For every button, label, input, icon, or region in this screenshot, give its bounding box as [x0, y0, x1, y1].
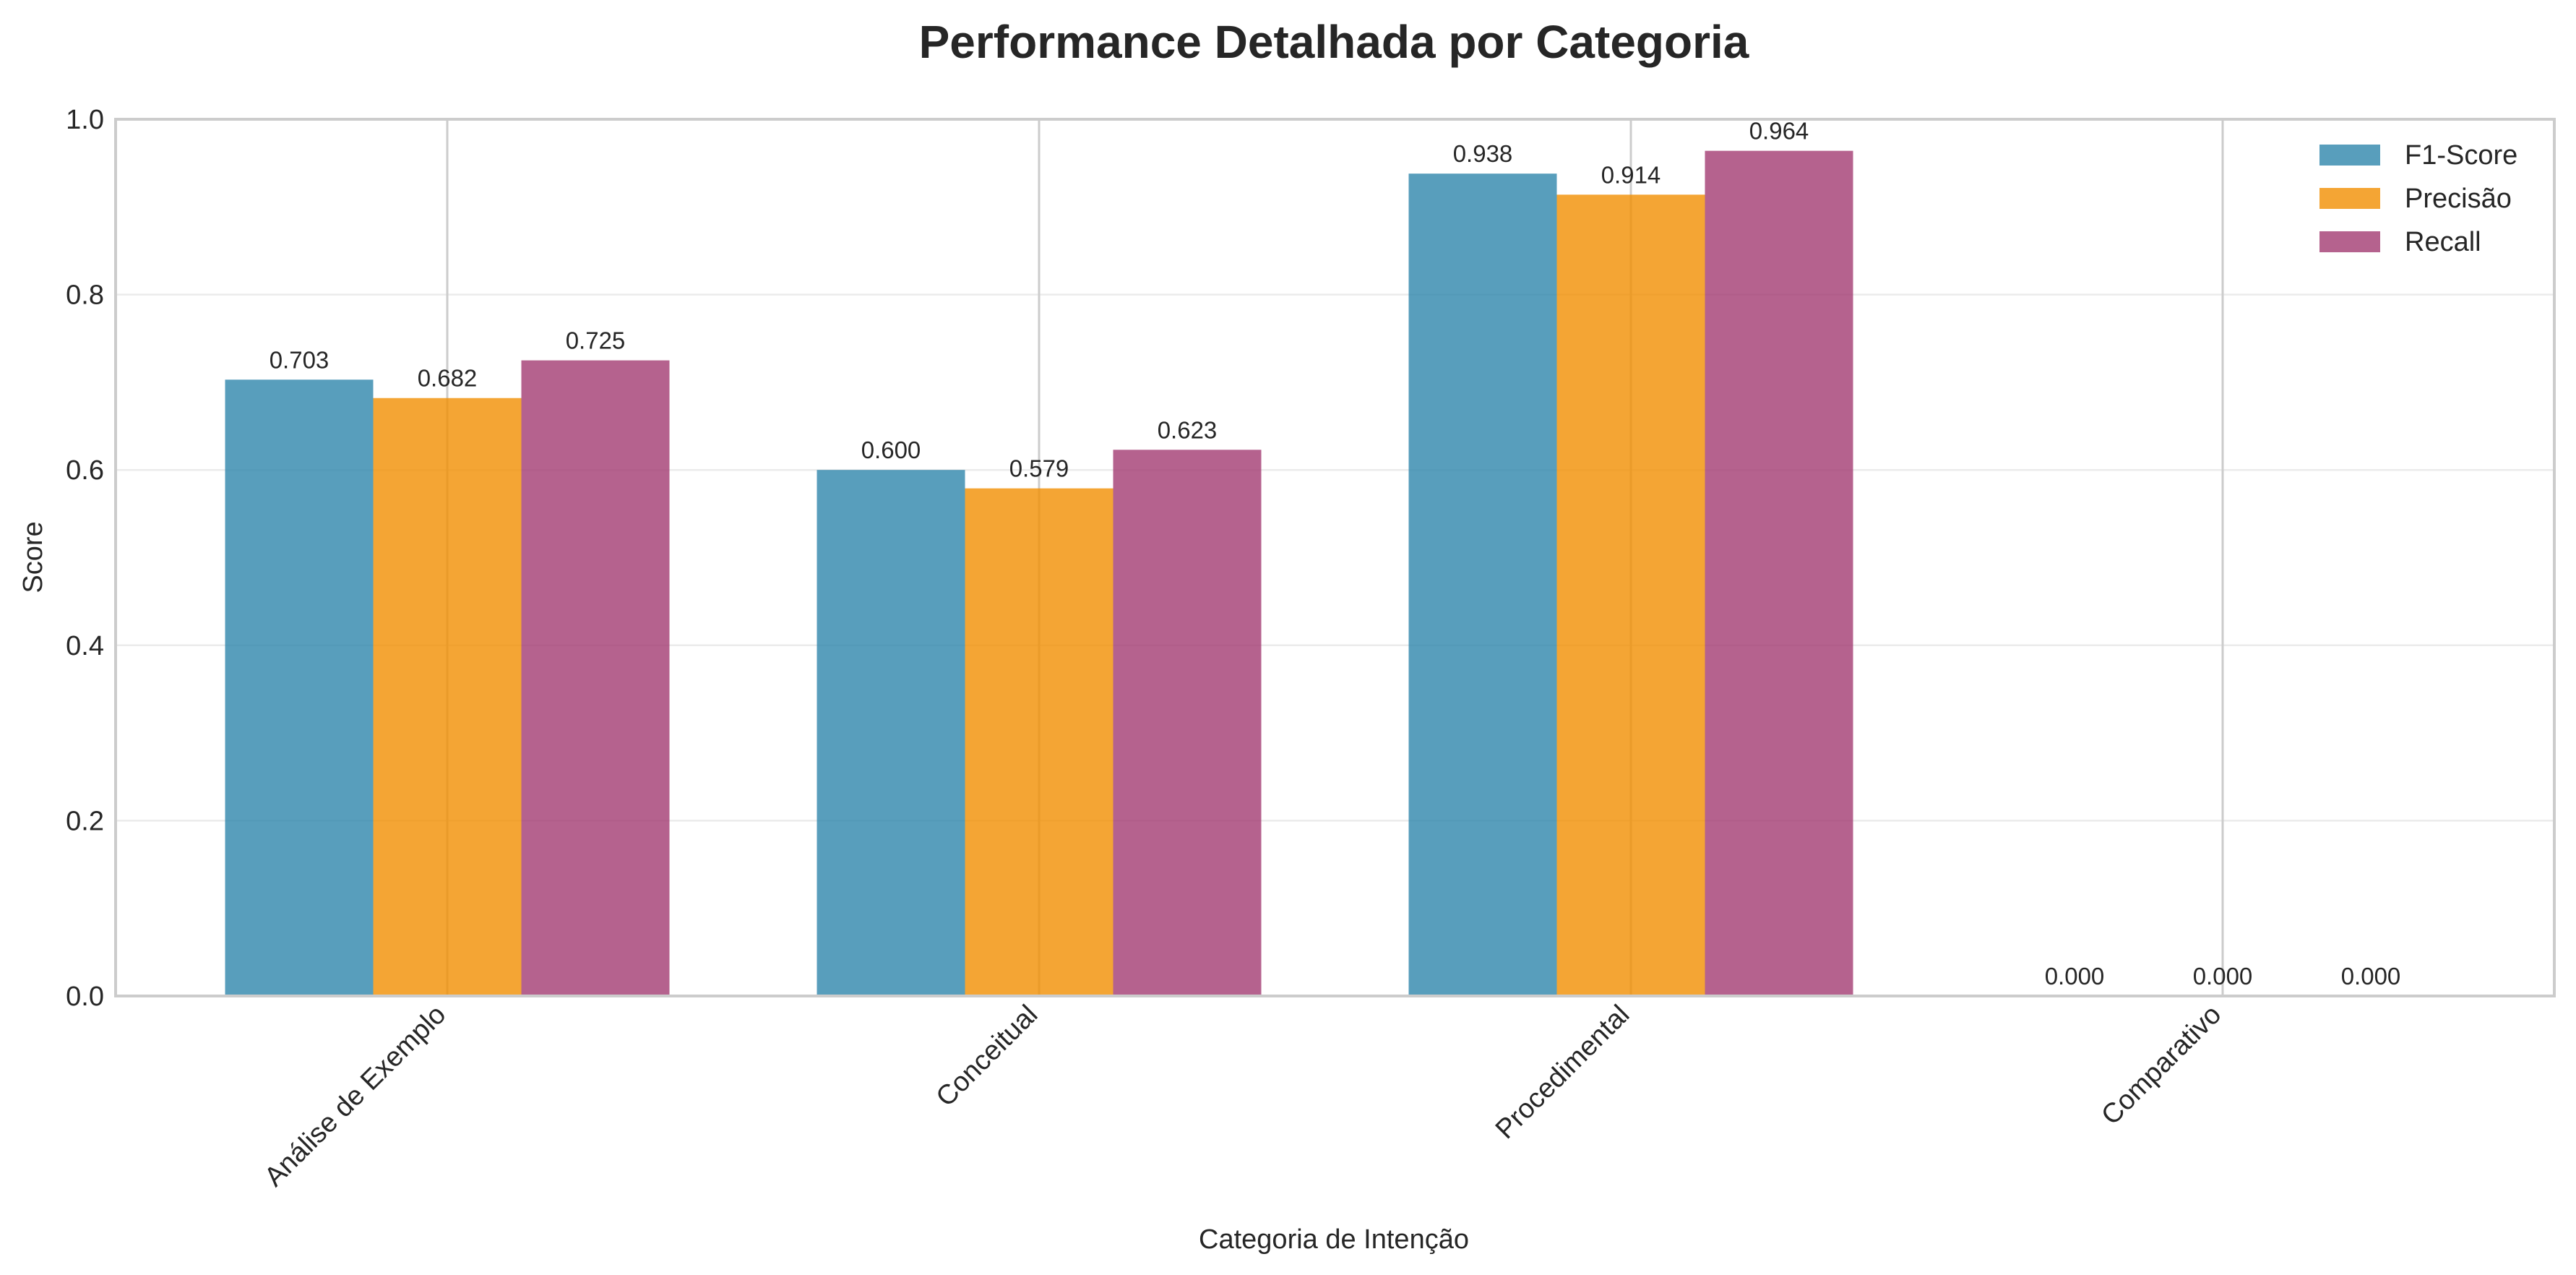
- legend-swatch: [2319, 231, 2380, 252]
- bars-layer: [225, 150, 1853, 997]
- legend-label: Precisão: [2405, 184, 2512, 214]
- x-tick-label: Conceitual: [931, 1000, 1044, 1113]
- data-label: 0.682: [418, 365, 478, 392]
- data-label: 0.000: [2045, 963, 2105, 989]
- bar: [1556, 194, 1705, 996]
- bar: [817, 470, 965, 996]
- y-tick-label: 1.0: [66, 105, 104, 135]
- data-label: 0.964: [1749, 118, 1809, 145]
- data-label: 0.725: [566, 327, 626, 354]
- y-axis-label: Score: [18, 521, 48, 593]
- data-label: 0.938: [1453, 140, 1513, 167]
- legend: F1-Score Precisão Recall: [2319, 140, 2517, 257]
- x-tick-label: Procedimental: [1490, 1000, 1635, 1145]
- bar: [225, 379, 374, 996]
- x-axis-ticks: Análise de Exemplo Conceitual Procedimenta…: [259, 1000, 2227, 1193]
- data-label: 0.703: [270, 346, 329, 373]
- bar: [373, 398, 522, 996]
- data-label: 0.000: [2193, 963, 2253, 989]
- x-axis-label: Categoria de Intenção: [1199, 1224, 1469, 1255]
- data-labels-layer: 0.703 0.600 0.938 0.000 0.682 0.579 0.914 0.000…: [270, 118, 2401, 989]
- legend-swatch: [2319, 145, 2380, 166]
- bar: [521, 360, 670, 996]
- y-tick-label: 0.2: [66, 806, 104, 836]
- legend-label: Recall: [2405, 227, 2481, 257]
- data-label: 0.579: [1009, 455, 1069, 482]
- bar: [1113, 450, 1262, 996]
- y-tick-label: 0.6: [66, 455, 104, 486]
- plot-frame: [114, 118, 2556, 997]
- bar: [1705, 150, 1853, 997]
- y-tick-label: 0.4: [66, 631, 104, 661]
- bar: [1408, 173, 1557, 996]
- data-label: 0.600: [861, 437, 921, 463]
- data-label: 0.000: [2341, 963, 2401, 989]
- legend-swatch: [2319, 188, 2380, 209]
- bar: [965, 488, 1113, 996]
- y-axis-ticks: 0.0 0.2 0.4 0.6 0.8 1.0: [66, 105, 104, 1012]
- y-tick-label: 0.0: [66, 982, 104, 1012]
- x-tick-label: Análise de Exemplo: [259, 1000, 452, 1193]
- y-tick-label: 0.8: [66, 280, 104, 311]
- legend-label: F1-Score: [2405, 140, 2517, 171]
- data-label: 0.914: [1601, 161, 1661, 188]
- x-tick-label: Comparativo: [2095, 1000, 2227, 1131]
- chart-title: Performance Detalhada por Categoria: [919, 16, 1749, 68]
- data-label: 0.623: [1158, 416, 1218, 443]
